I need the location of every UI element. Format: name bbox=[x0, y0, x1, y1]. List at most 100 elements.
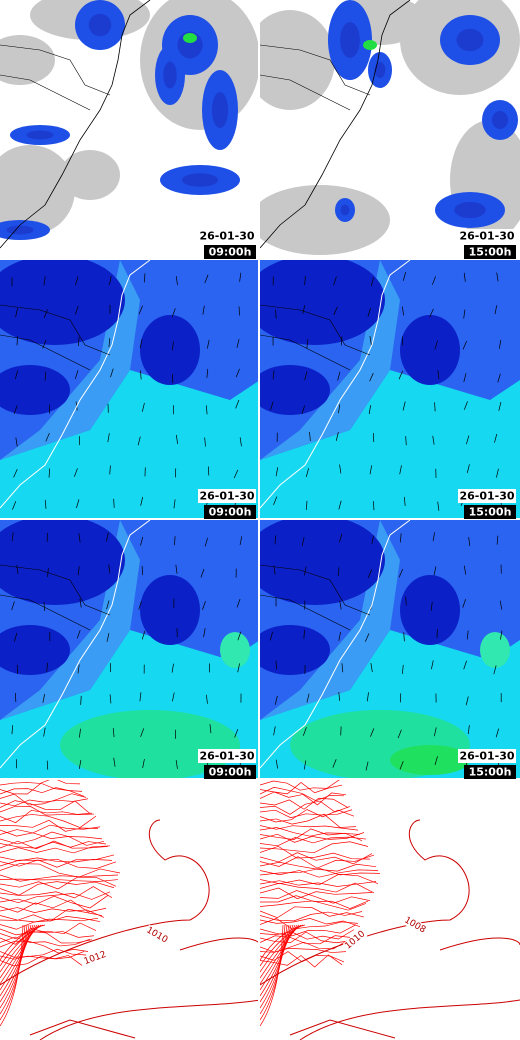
isobar-dense bbox=[0, 814, 97, 828]
wind-arrow bbox=[462, 599, 466, 608]
isobar-dense bbox=[260, 845, 371, 860]
date-box bbox=[458, 489, 516, 503]
wind-arrow bbox=[175, 434, 178, 444]
wind-arrow bbox=[399, 465, 402, 475]
isobar-dense bbox=[260, 918, 359, 930]
isobar-dense bbox=[0, 936, 91, 947]
date-label: 26-01-30 bbox=[199, 490, 254, 503]
isobar-dense bbox=[260, 832, 365, 843]
isobar-dense bbox=[0, 924, 24, 1027]
wind-arrow bbox=[302, 305, 306, 315]
isobar-dense bbox=[260, 924, 286, 1021]
wind-arrow bbox=[77, 566, 80, 576]
wind-arrow bbox=[234, 729, 239, 738]
wind-arrow bbox=[306, 339, 309, 349]
contour-label-bg bbox=[342, 928, 368, 952]
precip-core bbox=[340, 204, 350, 216]
wind-arrow bbox=[402, 664, 404, 674]
wind-arrow bbox=[274, 695, 278, 705]
isobar-dense bbox=[0, 931, 93, 945]
wind-arrow bbox=[339, 533, 343, 543]
wind-arrow bbox=[337, 371, 341, 381]
wind-arrow bbox=[494, 433, 498, 443]
wind-arrow bbox=[432, 276, 436, 285]
wind-arrow bbox=[175, 760, 178, 770]
isobar-dense bbox=[0, 859, 117, 869]
dark-field bbox=[260, 625, 330, 675]
isobar-dense bbox=[0, 809, 95, 824]
time-box bbox=[204, 765, 256, 779]
wind-arrow bbox=[108, 338, 111, 348]
time-box bbox=[204, 505, 256, 519]
isobar bbox=[29, 1019, 136, 1039]
wind-arrow bbox=[44, 499, 47, 509]
wind-arrow bbox=[403, 632, 405, 642]
wind-arrow bbox=[434, 340, 438, 350]
wind-arrow bbox=[340, 336, 343, 346]
wind-arrow bbox=[402, 272, 407, 281]
wind-arrow bbox=[498, 339, 502, 349]
isobar-dense bbox=[0, 924, 40, 979]
isobar-dense bbox=[0, 924, 36, 991]
isobar-dense bbox=[0, 800, 91, 814]
wind-arrow bbox=[142, 759, 145, 768]
wind-arrow bbox=[341, 663, 344, 673]
wind-arrow bbox=[140, 370, 142, 380]
cloud bbox=[0, 145, 75, 235]
wind-arrow bbox=[335, 432, 339, 441]
dark-field bbox=[0, 365, 70, 415]
isobar-dense bbox=[260, 809, 355, 823]
wind-arrow bbox=[305, 468, 310, 477]
wind-arrow bbox=[432, 435, 435, 445]
wind-arrow bbox=[498, 401, 502, 411]
isobar-dense bbox=[260, 868, 381, 876]
isobar-dense bbox=[260, 924, 292, 1003]
wind-arrow bbox=[373, 501, 375, 511]
wind-panel bbox=[260, 520, 520, 778]
wind-arrow bbox=[466, 464, 470, 474]
wind-arrow bbox=[206, 694, 208, 704]
isobar-dense bbox=[260, 890, 371, 904]
isobar-dense bbox=[260, 917, 361, 928]
wind-arrow bbox=[175, 564, 178, 574]
wind-arrow bbox=[496, 535, 499, 545]
wind-arrow bbox=[463, 309, 466, 319]
wind-arrow bbox=[205, 405, 208, 415]
isobar-dense bbox=[260, 861, 377, 872]
isobar-dense bbox=[0, 927, 95, 940]
precip-core bbox=[163, 61, 177, 89]
wind-arrow bbox=[366, 692, 369, 702]
date-box bbox=[458, 749, 516, 763]
date-label: 26-01-30 bbox=[199, 750, 254, 763]
wind-arrow bbox=[399, 761, 404, 770]
isobar-dense bbox=[260, 852, 373, 865]
date-label: 26-01-30 bbox=[459, 750, 514, 763]
isobar-dense bbox=[260, 900, 367, 911]
wind-arrow bbox=[77, 664, 80, 674]
wind-arrow bbox=[109, 276, 112, 285]
precip-core bbox=[340, 22, 360, 58]
isobar-dense bbox=[0, 886, 113, 899]
wind-arrow bbox=[303, 566, 307, 576]
wind-arrow bbox=[76, 499, 80, 509]
wind-arrow bbox=[437, 501, 440, 511]
isobar bbox=[39, 999, 258, 1040]
isobar-dense bbox=[260, 882, 375, 894]
green-field bbox=[60, 710, 240, 778]
wind-arrow bbox=[275, 467, 279, 477]
isobar-dense bbox=[260, 797, 349, 810]
isobar-dense bbox=[260, 924, 298, 985]
isobar-dense bbox=[260, 791, 347, 806]
wind-arrow bbox=[74, 468, 78, 477]
wind-arrow bbox=[80, 695, 82, 705]
isobar-dense bbox=[260, 924, 290, 1009]
wind-arrow bbox=[369, 372, 374, 382]
wind-arrow bbox=[78, 760, 82, 770]
wind-arrow bbox=[493, 665, 497, 675]
time-box bbox=[204, 245, 256, 259]
wind-arrow bbox=[204, 274, 209, 284]
wind-arrow bbox=[273, 565, 276, 575]
isobar-dense bbox=[0, 924, 38, 985]
